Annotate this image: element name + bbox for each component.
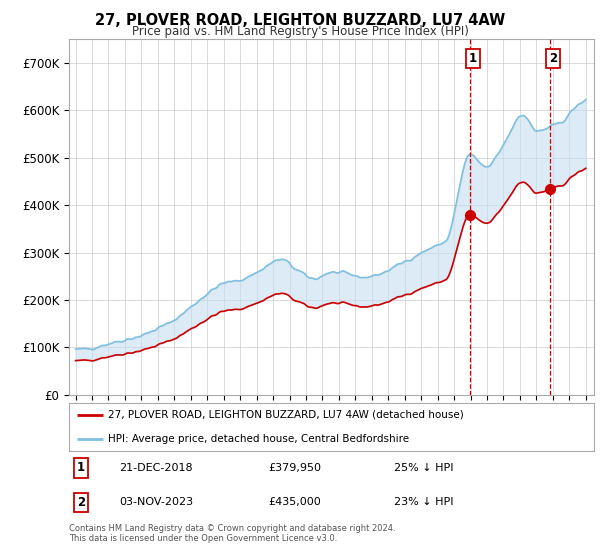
Text: 21-DEC-2018: 21-DEC-2018	[119, 463, 193, 473]
Text: 2: 2	[548, 52, 557, 64]
Text: 27, PLOVER ROAD, LEIGHTON BUZZARD, LU7 4AW: 27, PLOVER ROAD, LEIGHTON BUZZARD, LU7 4…	[95, 13, 505, 28]
Text: 27, PLOVER ROAD, LEIGHTON BUZZARD, LU7 4AW (detached house): 27, PLOVER ROAD, LEIGHTON BUZZARD, LU7 4…	[109, 409, 464, 419]
Text: 1: 1	[77, 461, 85, 474]
Text: Price paid vs. HM Land Registry's House Price Index (HPI): Price paid vs. HM Land Registry's House …	[131, 25, 469, 38]
Text: Contains HM Land Registry data © Crown copyright and database right 2024.
This d: Contains HM Land Registry data © Crown c…	[69, 524, 395, 543]
Text: HPI: Average price, detached house, Central Bedfordshire: HPI: Average price, detached house, Cent…	[109, 434, 409, 444]
Text: 1: 1	[469, 52, 476, 64]
Text: 25% ↓ HPI: 25% ↓ HPI	[395, 463, 454, 473]
Text: 03-NOV-2023: 03-NOV-2023	[119, 497, 193, 507]
Text: 23% ↓ HPI: 23% ↓ HPI	[395, 497, 454, 507]
Text: £379,950: £379,950	[269, 463, 322, 473]
Text: 2: 2	[77, 496, 85, 509]
Text: £435,000: £435,000	[269, 497, 321, 507]
